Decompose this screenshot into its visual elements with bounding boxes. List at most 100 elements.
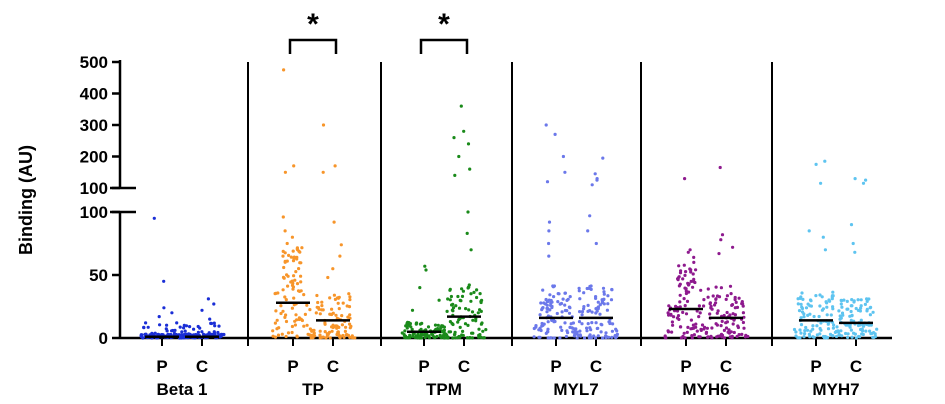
data-point [318,312,322,316]
data-point [683,304,687,308]
data-point [213,331,217,336]
data-point [689,270,693,274]
data-point [852,331,856,335]
data-point [679,336,684,340]
condition-label: P [810,357,821,376]
data-point [729,330,733,334]
data-point [207,331,211,335]
data-point [606,294,610,298]
data-point [295,318,299,322]
data-point [725,294,730,298]
data-point [731,312,735,316]
data-point [842,298,846,302]
data-point [865,299,869,303]
data-point [864,178,868,182]
data-point [164,327,168,331]
data-point [450,308,454,312]
data-point [571,330,575,334]
data-point [290,330,294,335]
data-point [710,326,714,330]
data-point [292,255,296,259]
data-point [458,298,462,302]
data-point [796,302,800,306]
data-point [142,325,146,329]
data-point [188,325,192,329]
data-point [320,300,324,304]
data-point [178,325,182,329]
data-point [826,327,831,331]
data-point [689,318,694,322]
data-point [742,326,746,330]
data-point [799,331,803,335]
data-point [686,250,690,254]
data-point [839,329,843,333]
data-point [724,326,729,330]
data-point [815,324,819,328]
data-point [729,292,733,296]
data-point [706,295,710,299]
data-point [578,297,582,301]
data-point [297,267,301,271]
data-point [676,314,681,318]
condition-label: C [720,357,732,376]
data-point [672,315,676,319]
data-point [714,322,718,326]
data-point [578,310,582,314]
data-point [284,334,288,339]
data-point [284,319,289,324]
data-point [544,123,548,127]
data-point [574,327,578,331]
data-point [671,323,675,327]
data-point [282,265,286,270]
data-point [433,336,437,340]
data-point [452,333,457,337]
data-point [798,328,802,332]
data-point [447,330,451,334]
data-point [853,177,857,181]
data-point [209,321,214,326]
data-point [336,330,340,334]
data-point [456,336,460,340]
data-point [475,295,479,300]
data-point [458,325,462,329]
data-point [561,297,565,301]
data-point [841,313,845,317]
data-point [285,273,289,277]
data-point [807,229,811,233]
data-point [683,177,687,181]
data-point [165,323,169,327]
data-point [868,306,872,310]
data-point [604,336,608,340]
data-point [588,214,592,218]
data-point [614,336,618,340]
data-point [875,327,879,331]
data-point [273,335,278,339]
data-point [799,323,804,327]
y-tick-label: 0 [99,329,108,348]
data-point [331,267,335,271]
data-point [593,172,597,176]
data-point [741,302,745,306]
data-point [467,308,471,312]
data-point [158,323,162,327]
data-point [691,272,695,276]
data-point [720,233,725,237]
data-point [346,315,350,319]
data-point [708,312,712,316]
group-label: MYH7 [812,380,859,399]
data-point [470,336,474,340]
data-point [300,246,304,250]
data-point [431,333,435,337]
data-point [833,330,838,334]
data-point [800,305,804,309]
data-point [407,323,412,327]
data-point [595,326,599,331]
data-point [586,322,590,326]
data-point [450,321,454,325]
data-point [283,295,287,299]
data-point [682,331,686,335]
data-point [814,162,818,166]
data-point [709,334,713,338]
data-point [821,235,825,239]
group-label: MYH6 [682,380,729,399]
